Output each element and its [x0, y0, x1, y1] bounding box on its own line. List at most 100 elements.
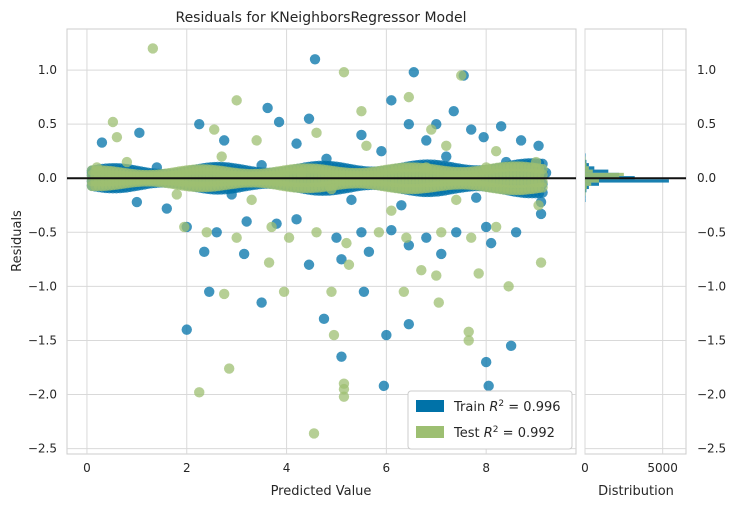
data-point	[441, 151, 452, 162]
distribution-bar	[585, 189, 586, 193]
data-point	[291, 214, 302, 225]
data-point	[533, 200, 544, 211]
data-point	[201, 227, 212, 238]
distribution-x-tick-labels: 0 5000	[581, 461, 678, 475]
y-tick-label: −1.0	[28, 279, 57, 293]
distribution-bar	[585, 156, 586, 160]
data-point	[480, 356, 492, 368]
x-tick-labels: 0 2 4 6 8	[83, 461, 490, 475]
data-point	[448, 105, 459, 117]
data-point	[262, 102, 273, 114]
data-point	[421, 162, 432, 173]
data-point	[386, 224, 397, 236]
data-point	[338, 391, 350, 402]
data-point	[533, 140, 544, 151]
distribution-bar	[585, 182, 592, 186]
residuals-plot-area	[66, 28, 577, 455]
chart-title: Residuals for KNeighborsRegressor Model	[175, 10, 466, 26]
data-point	[343, 259, 355, 270]
y-tick-label: 1.0	[38, 63, 57, 77]
data-point	[466, 232, 477, 243]
data-point	[386, 95, 397, 106]
distribution-bar	[585, 182, 599, 186]
data-point	[121, 156, 133, 168]
data-point	[251, 135, 262, 146]
data-point	[515, 135, 527, 146]
data-point	[480, 162, 492, 173]
distribution-x-tick-label: 5000	[647, 461, 678, 475]
data-point	[134, 127, 145, 139]
data-point	[194, 387, 205, 398]
data-point	[96, 137, 108, 148]
data-point	[321, 153, 332, 164]
y-tick-label: 0.5	[38, 117, 57, 131]
data-point	[535, 208, 547, 220]
data-point	[535, 257, 547, 268]
distribution-bar	[585, 179, 599, 183]
residuals-points	[86, 43, 552, 439]
data-point	[278, 286, 290, 297]
data-point	[346, 194, 357, 206]
data-point	[436, 248, 447, 260]
data-point	[331, 232, 342, 243]
legend-box	[407, 390, 573, 450]
data-point	[490, 221, 502, 233]
distribution-bar	[585, 166, 589, 170]
legend-label-train: Train R2 = 0.996	[453, 399, 561, 415]
data-point	[256, 160, 267, 171]
data-point	[436, 227, 447, 238]
data-point	[495, 121, 507, 132]
data-point	[223, 363, 235, 374]
distribution-axis-label: Distribution	[598, 484, 674, 499]
distribution-bar	[585, 179, 669, 183]
distribution-bar	[585, 185, 587, 190]
distribution-bar	[585, 163, 587, 167]
data-point	[361, 140, 372, 151]
series-core-test	[86, 161, 548, 196]
data-point	[241, 216, 252, 227]
data-point	[485, 237, 497, 249]
data-point	[356, 129, 367, 141]
data-point	[338, 67, 350, 78]
distribution-bar	[585, 159, 586, 164]
x-axis-label: Predicted Value	[271, 484, 372, 499]
data-point	[263, 257, 275, 268]
data-point	[311, 227, 322, 238]
data-point	[328, 329, 340, 341]
distribution-y-tick-label: −2.5	[697, 442, 726, 456]
data-point	[199, 246, 210, 257]
distribution-y-tick-label: −0.5	[697, 225, 726, 239]
data-point	[421, 232, 432, 243]
data-point	[451, 227, 462, 238]
data-point	[266, 221, 277, 233]
data-point	[181, 324, 192, 335]
legend-swatch-train	[416, 400, 444, 412]
data-point	[451, 194, 462, 206]
data-point	[431, 270, 442, 281]
data-point	[358, 286, 370, 297]
x-tick-label: 6	[383, 461, 391, 475]
data-point	[326, 286, 337, 297]
data-point	[336, 351, 347, 362]
distribution-bar	[585, 189, 587, 193]
data-point	[363, 246, 375, 257]
data-point	[433, 297, 444, 308]
data-point	[441, 140, 452, 151]
data-point	[463, 335, 474, 346]
data-point	[179, 221, 190, 233]
data-point	[171, 189, 182, 200]
data-point	[303, 259, 315, 270]
data-point	[480, 221, 492, 233]
data-point	[147, 43, 159, 54]
distribution-y-tick-label: 1.0	[697, 63, 716, 77]
data-point	[309, 54, 321, 65]
x-tick-label: 0	[83, 461, 91, 475]
data-point	[326, 183, 337, 195]
data-point	[490, 146, 502, 157]
data-point	[131, 196, 143, 208]
data-point	[401, 232, 412, 243]
data-point	[338, 383, 350, 395]
data-point	[376, 146, 387, 157]
distribution-bar	[585, 195, 586, 199]
